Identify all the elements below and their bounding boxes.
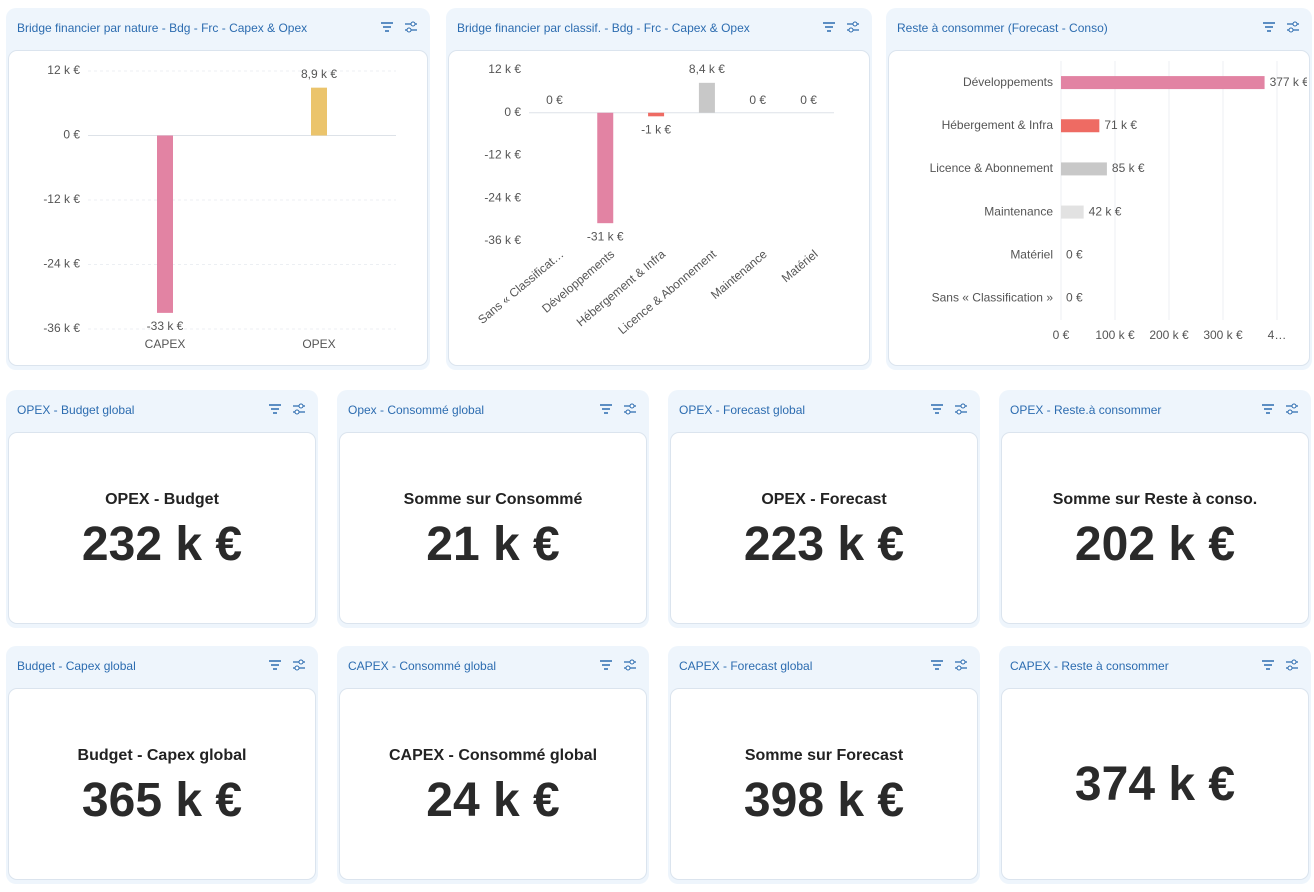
panel: OPEX - Reste.à consommer Somme sur Reste …	[999, 390, 1311, 628]
filter-icon[interactable]	[268, 659, 282, 671]
card: OPEX - Forecast 223 k €	[670, 432, 978, 624]
panel: OPEX - Forecast global OPEX - Forecast 223…	[668, 390, 980, 628]
filter-icon[interactable]	[599, 659, 613, 671]
filter-icon[interactable]	[822, 21, 836, 33]
panel-icons	[1261, 659, 1299, 671]
kpi-value: 202 k €	[1074, 518, 1236, 571]
panel-icons	[930, 403, 968, 415]
panel-title: Reste à consommer (Forecast - Conso)	[897, 21, 1108, 35]
panel-icons	[380, 21, 418, 33]
card	[448, 50, 870, 366]
panel: Bridge financier par nature - Bdg - Frc …	[6, 8, 430, 370]
panel-icons	[1261, 403, 1299, 415]
panel: Opex - Consommé global Somme sur Consommé…	[337, 390, 649, 628]
filter-icon[interactable]	[380, 21, 394, 33]
card	[888, 50, 1310, 366]
filter-icon[interactable]	[1261, 659, 1275, 671]
kpi-value: 374 k €	[1074, 758, 1236, 811]
panel-title: Opex - Consommé global	[348, 403, 485, 417]
panel: CAPEX - Forecast global Somme sur Forecas…	[668, 646, 980, 884]
settings-icon[interactable]	[292, 403, 306, 415]
panel: Reste à consommer (Forecast - Conso)	[886, 8, 1312, 370]
kpi-label: OPEX - Budget	[105, 491, 219, 508]
card: 374 k €	[1001, 688, 1309, 880]
panel-icons	[930, 659, 968, 671]
kpi-label: Somme sur Reste à conso.	[1052, 491, 1258, 508]
settings-icon[interactable]	[292, 659, 306, 671]
settings-icon[interactable]	[623, 659, 637, 671]
panel-icons	[1262, 21, 1300, 33]
filter-icon[interactable]	[599, 403, 613, 415]
kpi-value: 232 k €	[81, 518, 243, 571]
filter-icon[interactable]	[1261, 403, 1275, 415]
kpi-label: OPEX - Forecast	[761, 491, 887, 508]
settings-icon[interactable]	[954, 403, 968, 415]
filter-icon[interactable]	[930, 403, 944, 415]
panel: OPEX - Budget global OPEX - Budget 232 k €	[6, 390, 318, 628]
panel-title: Budget - Capex global	[17, 659, 136, 673]
panel: Bridge financier par classif. - Bdg - Fr…	[446, 8, 872, 370]
filter-icon[interactable]	[1262, 21, 1276, 33]
panel: Budget - Capex global Budget - Capex glob…	[6, 646, 318, 884]
panel-icons	[268, 659, 306, 671]
panel-icons	[599, 659, 637, 671]
kpi-value: 24 k €	[426, 774, 560, 827]
card: Somme sur Forecast 398 k €	[670, 688, 978, 880]
card: Somme sur Reste à conso. 202 k €	[1001, 432, 1309, 624]
card: OPEX - Budget 232 k €	[8, 432, 316, 624]
panel: CAPEX - Consommé global CAPEX - Consommé …	[337, 646, 649, 884]
kpi-value: 223 k €	[743, 518, 905, 571]
panel-title: CAPEX - Consommé global	[348, 659, 497, 673]
panel-title: CAPEX - Reste à consommer	[1010, 659, 1169, 673]
panel-icons	[599, 403, 637, 415]
panel-title: Bridge financier par classif. - Bdg - Fr…	[457, 21, 750, 35]
card: CAPEX - Consommé global 24 k €	[339, 688, 647, 880]
card	[8, 50, 428, 366]
panel-title: OPEX - Forecast global	[679, 403, 806, 417]
card: Somme sur Consommé 21 k €	[339, 432, 647, 624]
kpi-value: 21 k €	[426, 518, 560, 571]
panel-icons	[822, 21, 860, 33]
filter-icon[interactable]	[930, 659, 944, 671]
kpi-value: 398 k €	[743, 774, 905, 827]
kpi-label: CAPEX - Consommé global	[388, 747, 598, 764]
kpi-label: Somme sur Consommé	[403, 491, 583, 508]
settings-icon[interactable]	[623, 403, 637, 415]
card: Budget - Capex global 365 k €	[8, 688, 316, 880]
settings-icon[interactable]	[404, 21, 418, 33]
settings-icon[interactable]	[954, 659, 968, 671]
panel-title: CAPEX - Forecast global	[679, 659, 813, 673]
panel: CAPEX - Reste à consommer 374 k €	[999, 646, 1311, 884]
settings-icon[interactable]	[1286, 21, 1300, 33]
settings-icon[interactable]	[846, 21, 860, 33]
filter-icon[interactable]	[268, 403, 282, 415]
kpi-value: 365 k €	[81, 774, 243, 827]
panel-title: OPEX - Reste.à consommer	[1010, 403, 1162, 417]
kpi-label: Somme sur Forecast	[744, 747, 904, 764]
settings-icon[interactable]	[1285, 659, 1299, 671]
settings-icon[interactable]	[1285, 403, 1299, 415]
panel-icons	[268, 403, 306, 415]
panel-title: Bridge financier par nature - Bdg - Frc …	[17, 21, 308, 35]
panel-title: OPEX - Budget global	[17, 403, 135, 417]
kpi-label: Budget - Capex global	[77, 747, 247, 764]
